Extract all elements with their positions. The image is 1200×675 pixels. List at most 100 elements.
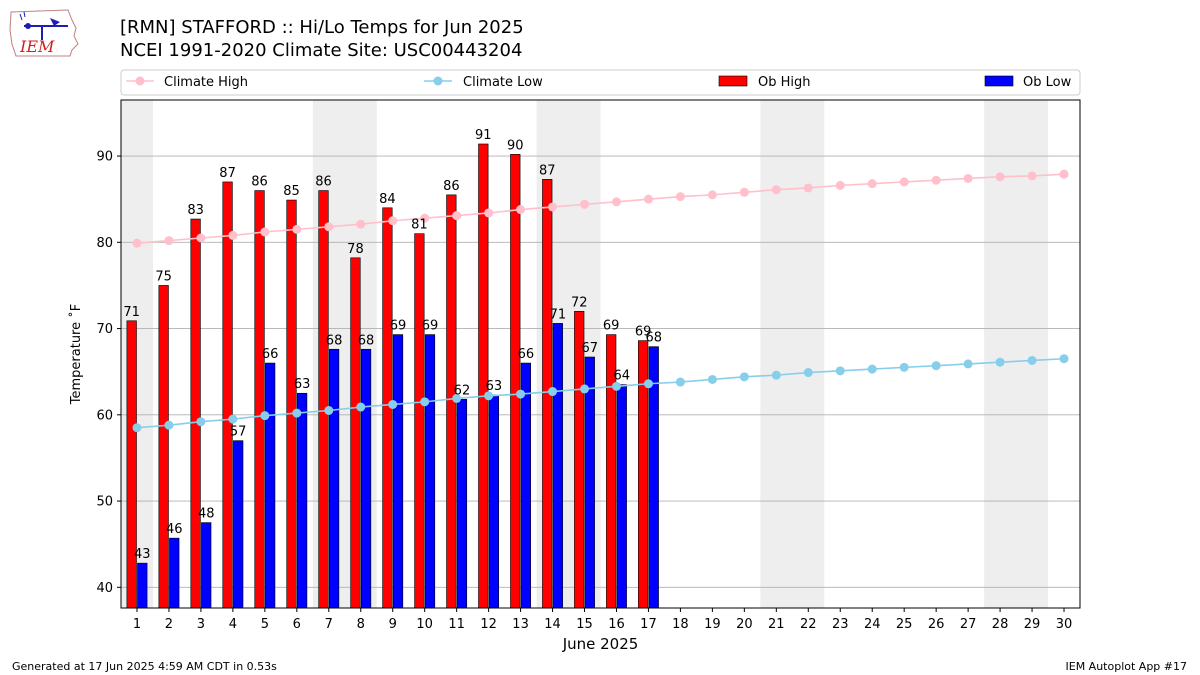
climate-low-point — [771, 370, 781, 380]
legend-label: Climate Low — [463, 75, 543, 90]
x-tick-label: 8 — [357, 617, 365, 632]
ob-low-label: 71 — [550, 307, 567, 322]
ob-high-bar — [158, 285, 169, 609]
x-tick-label: 28 — [992, 617, 1009, 632]
climate-low-point — [228, 414, 238, 424]
ob-low-bar — [233, 440, 244, 609]
climate-high-point — [899, 177, 909, 187]
x-tick-label: 25 — [896, 617, 913, 632]
x-tick-label: 12 — [480, 617, 497, 632]
x-tick-label: 15 — [576, 617, 593, 632]
ob-high-bar — [190, 218, 201, 609]
climate-high-point — [484, 208, 494, 218]
climate-low-point — [420, 397, 430, 407]
ob-low-label: 48 — [198, 507, 215, 522]
ob-low-bar — [201, 522, 212, 609]
x-tick-label: 9 — [389, 617, 397, 632]
x-tick-label: 16 — [608, 617, 625, 632]
climate-low-point — [484, 391, 494, 401]
ob-low-label: 66 — [518, 347, 535, 362]
legend-ob-low: Ob Low — [984, 75, 1072, 90]
ob-high-label: 86 — [251, 175, 268, 190]
climate-high-point — [132, 238, 142, 248]
x-tick-label: 7 — [325, 617, 333, 632]
ob-high-bar — [254, 190, 265, 609]
app-credit: IEM Autoplot App #17 — [1065, 660, 1188, 673]
ob-low-label: 67 — [582, 341, 599, 356]
y-axis-label: Temperature ˚F — [68, 304, 84, 405]
ob-low-label: 68 — [358, 333, 375, 348]
climate-high-point — [164, 236, 174, 246]
climate-high-point — [452, 211, 462, 221]
ob-high-label: 69 — [603, 319, 620, 334]
climate-high-point — [324, 222, 334, 232]
x-tick-label: 22 — [800, 617, 817, 632]
x-tick-label: 20 — [736, 617, 753, 632]
climate-low-point — [388, 399, 398, 409]
climate-low-point — [196, 417, 206, 427]
ob-low-label: 69 — [422, 319, 439, 334]
climate-high-point — [995, 172, 1005, 182]
chart-subtitle: NCEI 1991-2020 Climate Site: USC00443204 — [120, 40, 523, 61]
climate-high-point — [1059, 169, 1069, 179]
climate-high-point — [260, 227, 270, 237]
x-axis-label: June 2025 — [562, 635, 639, 653]
legend: Climate High Climate Low Ob High Ob Low — [120, 69, 1081, 96]
y-tick-label: 60 — [96, 408, 113, 423]
ob-high-label: 75 — [155, 269, 172, 284]
x-tick-label: 24 — [864, 617, 881, 632]
climate-high-point — [516, 205, 526, 215]
ob-low-label: 66 — [262, 347, 279, 362]
climate-high-point — [356, 219, 366, 229]
weekend-band — [984, 100, 1049, 608]
y-tick-label: 90 — [96, 150, 113, 165]
ob-low-label: 63 — [486, 379, 503, 394]
ob-high-label: 81 — [411, 218, 428, 233]
climate-low-point — [643, 379, 653, 389]
climate-low-point — [803, 368, 813, 378]
bars — [126, 143, 659, 609]
y-tick-label: 70 — [96, 322, 113, 337]
ob-high-bar — [318, 190, 329, 609]
ob-low-bar — [137, 562, 148, 609]
weekend-band — [121, 100, 153, 608]
x-axis: 1 2 3 4 5 6 7 8 9 10 11 12 13 14 15 16 17 18 19 20 21 22 23 24 2… — [133, 608, 1072, 632]
climate-high-point — [931, 175, 941, 185]
climate-low-point — [675, 377, 685, 387]
x-tick-label: 18 — [672, 617, 689, 632]
x-tick-label: 21 — [768, 617, 785, 632]
ob-low-bar — [424, 334, 436, 609]
ob-low-label: 68 — [326, 333, 343, 348]
ob-low-bar — [584, 356, 595, 609]
climate-high-point — [835, 180, 845, 190]
climate-high-point — [963, 173, 973, 183]
climate-low-point — [995, 357, 1005, 367]
x-tick-label: 1 — [133, 617, 141, 632]
climate-low-line — [136, 357, 1065, 429]
climate-low-point — [580, 384, 590, 394]
x-tick-label: 30 — [1056, 617, 1073, 632]
plot-frame — [120, 99, 1081, 609]
legend-label: Climate High — [164, 75, 248, 90]
legend-label: Ob High — [758, 75, 811, 90]
ob-high-label: 71 — [123, 305, 140, 320]
ob-low-bar — [392, 334, 404, 609]
ob-high-bar — [510, 154, 521, 609]
x-tick-label: 10 — [416, 617, 433, 632]
climate-low-point — [164, 420, 174, 430]
generated-note: Generated at 17 Jun 2025 4:59 AM CDT in … — [12, 660, 277, 673]
ob-low-bar — [169, 537, 180, 609]
climate-low-point — [611, 381, 621, 391]
x-tick-label: 5 — [261, 617, 269, 632]
climate-low-point — [324, 405, 334, 415]
climate-high-line — [136, 173, 1065, 244]
ob-low-label: 64 — [614, 369, 631, 384]
ob-low-bar — [360, 348, 372, 609]
ob-high-label: 91 — [475, 128, 492, 143]
ob-low-label: 68 — [645, 331, 662, 346]
climate-low-point — [963, 359, 973, 369]
ob-high-bar — [126, 320, 137, 609]
climate-high-point — [548, 202, 558, 212]
ob-high-bar — [414, 233, 425, 609]
